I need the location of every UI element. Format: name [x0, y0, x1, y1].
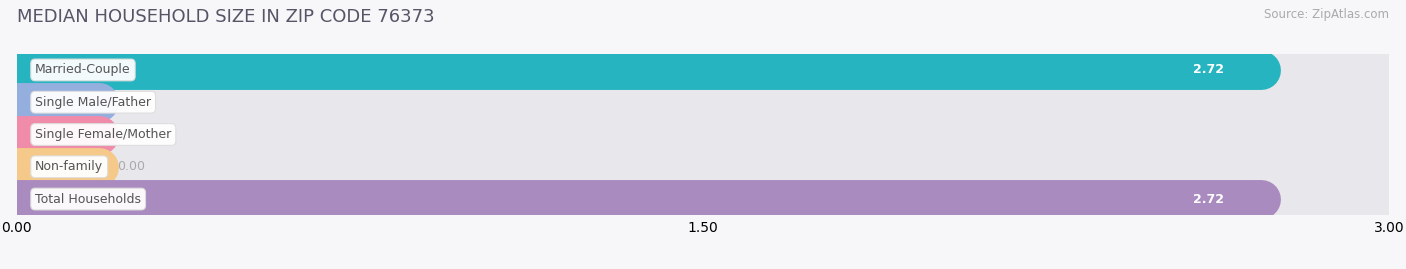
Text: 0.00: 0.00	[118, 96, 145, 109]
Text: Non-family: Non-family	[35, 160, 103, 173]
Text: 2.72: 2.72	[1194, 193, 1225, 206]
Text: Single Female/Mother: Single Female/Mother	[35, 128, 172, 141]
Text: Total Households: Total Households	[35, 193, 141, 206]
Text: 0.00: 0.00	[118, 128, 145, 141]
Text: Source: ZipAtlas.com: Source: ZipAtlas.com	[1264, 8, 1389, 21]
Text: Married-Couple: Married-Couple	[35, 63, 131, 76]
Text: Single Male/Father: Single Male/Father	[35, 96, 152, 109]
Text: MEDIAN HOUSEHOLD SIZE IN ZIP CODE 76373: MEDIAN HOUSEHOLD SIZE IN ZIP CODE 76373	[17, 8, 434, 26]
Text: 0.00: 0.00	[118, 160, 145, 173]
Text: 2.72: 2.72	[1194, 63, 1225, 76]
